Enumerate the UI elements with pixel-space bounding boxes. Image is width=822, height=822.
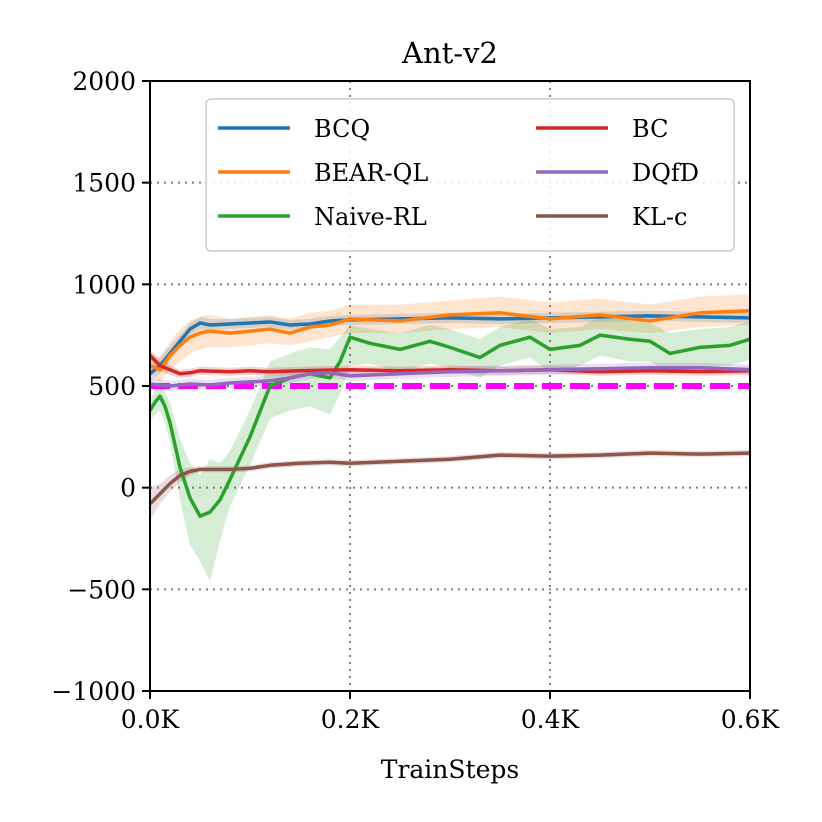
y-tick-label: 1000: [72, 270, 136, 299]
y-tick-label: 2000: [72, 67, 136, 96]
x-tick-label: 0.4K: [521, 705, 581, 734]
legend-label-bc: BC: [632, 115, 668, 143]
chart-title: Ant-v2: [401, 36, 498, 70]
legend-label-naive-rl: Naive-RL: [314, 203, 427, 231]
line-bc: [148, 354, 751, 376]
y-tick-label: −500: [67, 575, 136, 604]
y-tick-label: −1000: [51, 677, 136, 706]
y-tick-label: 500: [88, 372, 136, 401]
legend: BCQ BEAR-QL Naive-RL BC DQfD KL-c: [205, 98, 735, 252]
series-lines: [148, 309, 751, 518]
line-kl-c: [148, 451, 751, 506]
legend-label-bcq: BCQ: [314, 115, 370, 143]
x-tick-label: 0.6K: [721, 705, 781, 734]
legend-label-bear-ql: BEAR-QL: [314, 159, 428, 187]
y-tick-label: 0: [120, 474, 136, 503]
legend-box: [205, 98, 735, 252]
x-tick-label: 0.0K: [121, 705, 181, 734]
x-axis-label: TrainSteps: [381, 755, 519, 784]
band-naive-rl: [150, 316, 750, 582]
y-tick-label: 1500: [72, 169, 136, 198]
line-dqfd: [149, 365, 751, 388]
line-bear-ql: [149, 309, 751, 372]
x-tick-label: 0.2K: [321, 705, 381, 734]
confidence-bands: [150, 294, 750, 582]
legend-label-kl-c: KL-c: [632, 203, 687, 231]
legend-label-dqfd: DQfD: [632, 159, 699, 187]
line-naive-rl: [148, 333, 751, 518]
